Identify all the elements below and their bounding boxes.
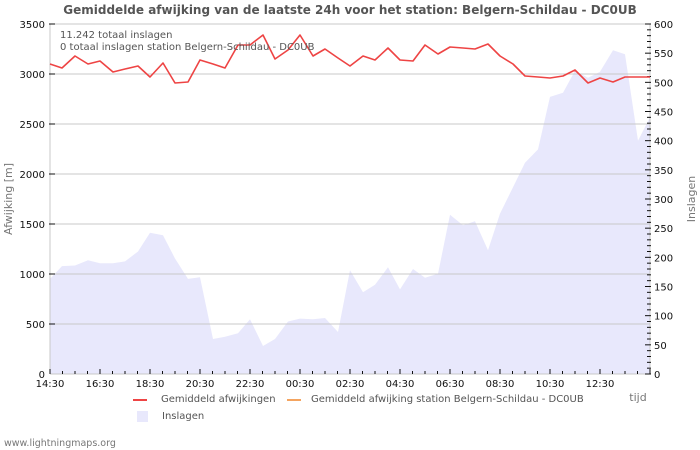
y-tick-label: 500 bbox=[26, 320, 45, 331]
y-tick-label: 3500 bbox=[20, 20, 45, 31]
y2-tick-label: 550 bbox=[654, 49, 673, 60]
x-tick-label: 08:30 bbox=[486, 379, 515, 390]
legend-label: Gemiddeld afwijking station Belgern-Schi… bbox=[311, 394, 584, 405]
y2-tick-label: 500 bbox=[654, 78, 673, 89]
y2-tick-label: 300 bbox=[654, 195, 673, 206]
legend-item-inslagen: Inslagen bbox=[137, 411, 204, 422]
legend-line-orange-icon bbox=[287, 398, 301, 401]
legend-label: Inslagen bbox=[162, 411, 205, 422]
x-axis-title: tijd bbox=[629, 391, 646, 404]
x-tick-label: 06:30 bbox=[436, 379, 465, 390]
y-tick-label: 1500 bbox=[20, 220, 45, 231]
total-strikes-annotation: 11.242 totaal inslagen bbox=[60, 30, 172, 41]
legend-item-station-deviation: Gemiddeld afwijking station Belgern-Schi… bbox=[287, 394, 584, 405]
x-tick-label: 20:30 bbox=[186, 379, 215, 390]
x-tick-label: 22:30 bbox=[236, 379, 265, 390]
inslagen-area bbox=[50, 50, 650, 375]
y-tick-label: 2500 bbox=[20, 120, 45, 131]
y2-tick-label: 100 bbox=[654, 312, 673, 323]
y2-axis-title: Inslagen bbox=[685, 176, 698, 222]
legend-item-avg-deviation: Gemiddeld afwijkingen bbox=[133, 394, 276, 405]
chart-title: Gemiddelde afwijking van de laatste 24h … bbox=[63, 3, 637, 17]
y2-tick-label: 450 bbox=[654, 108, 673, 119]
footer-credit: www.lightningmaps.org bbox=[4, 438, 116, 449]
y2-tick-label: 50 bbox=[654, 341, 667, 352]
x-tick-label: 10:30 bbox=[536, 379, 565, 390]
x-tick-label: 02:30 bbox=[336, 379, 365, 390]
station-strikes-annotation: 0 totaal inslagen station Belgern-Schild… bbox=[60, 42, 315, 53]
legend-label: Gemiddeld afwijkingen bbox=[161, 394, 276, 405]
x-tick-label: 04:30 bbox=[386, 379, 415, 390]
x-tick-label: 00:30 bbox=[286, 379, 315, 390]
y-tick-label: 1000 bbox=[20, 270, 45, 281]
y2-tick-label: 200 bbox=[654, 253, 673, 264]
y2-tick-label: 400 bbox=[654, 137, 673, 148]
legend-area-swatch-icon bbox=[137, 411, 148, 422]
legend-line-red-icon bbox=[133, 398, 147, 401]
y-axis-title: Afwijking [m] bbox=[2, 163, 15, 235]
x-tick-label: 18:30 bbox=[136, 379, 165, 390]
y2-tick-label: 600 bbox=[654, 20, 673, 31]
x-tick-label: 14:30 bbox=[36, 379, 65, 390]
y2-tick-label: 150 bbox=[654, 283, 673, 294]
y-tick-label: 0 bbox=[39, 370, 45, 381]
x-tick-label: 12:30 bbox=[586, 379, 615, 390]
x-tick-label: 16:30 bbox=[86, 379, 115, 390]
y-tick-label: 3000 bbox=[20, 70, 45, 81]
y2-tick-label: 0 bbox=[654, 370, 660, 381]
avg-deviation-line bbox=[49, 34, 650, 84]
y2-tick-label: 350 bbox=[654, 166, 673, 177]
y2-tick-label: 250 bbox=[654, 224, 673, 235]
y-tick-label: 2000 bbox=[20, 170, 45, 181]
